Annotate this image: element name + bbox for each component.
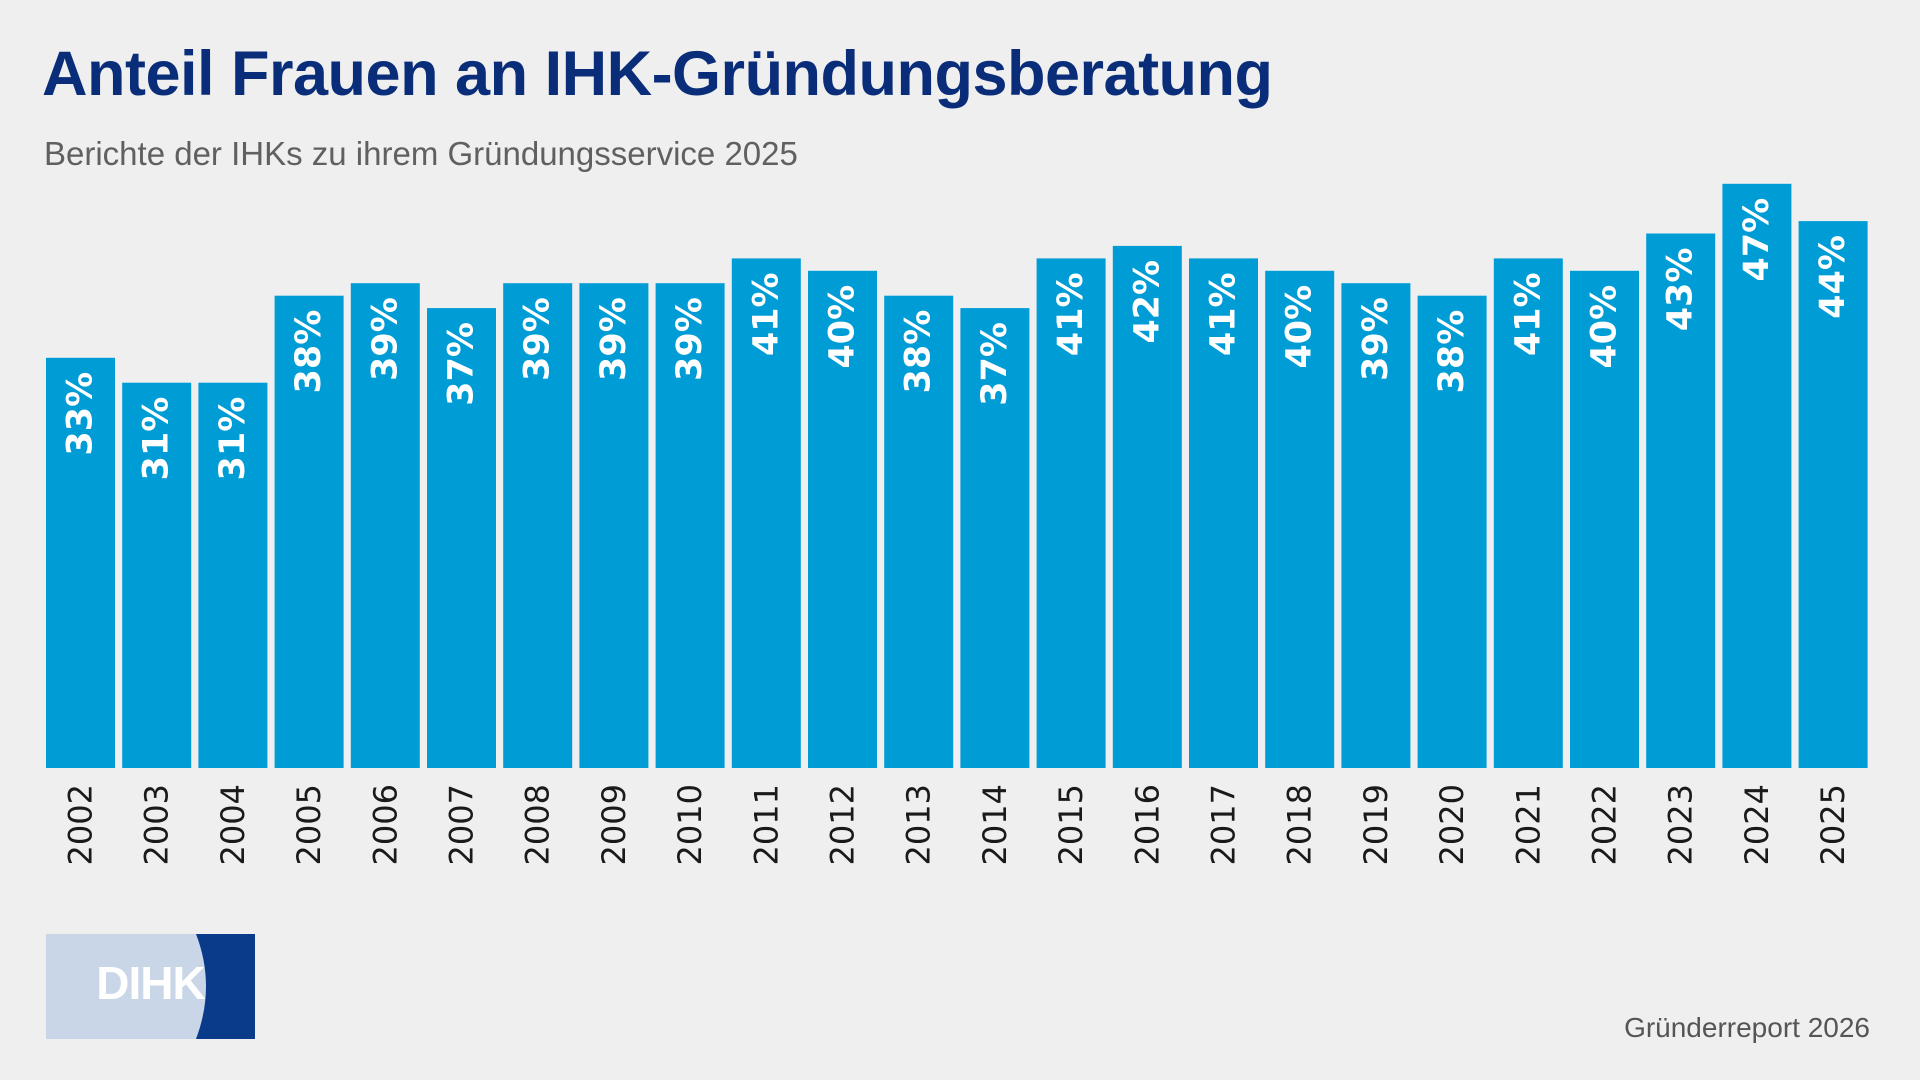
x-tick-label-2011: 2011 bbox=[747, 784, 785, 865]
bar-value-label-2002: 33% bbox=[61, 372, 101, 456]
x-tick-label-2015: 2015 bbox=[1052, 784, 1090, 865]
x-tick-label-2004: 2004 bbox=[214, 784, 252, 865]
x-tick-label-2016: 2016 bbox=[1128, 784, 1166, 865]
bar-2015 bbox=[1036, 258, 1106, 768]
bar-2004 bbox=[198, 382, 268, 768]
x-tick-label-2017: 2017 bbox=[1205, 784, 1243, 865]
bar-value-label-2015: 41% bbox=[1051, 272, 1091, 356]
bar-2006 bbox=[350, 283, 420, 768]
bar-value-label-2011: 41% bbox=[746, 272, 786, 356]
x-tick-label-2025: 2025 bbox=[1814, 784, 1852, 865]
x-tick-label-2021: 2021 bbox=[1509, 784, 1547, 865]
bar-value-label-2018: 40% bbox=[1280, 285, 1320, 369]
x-tick-label-2013: 2013 bbox=[900, 784, 938, 865]
x-tick-label-2023: 2023 bbox=[1662, 784, 1700, 865]
bar-value-label-2021: 41% bbox=[1508, 272, 1548, 356]
x-tick-label-2020: 2020 bbox=[1433, 784, 1471, 865]
x-tick-label-2018: 2018 bbox=[1281, 784, 1319, 865]
bar-2018 bbox=[1265, 270, 1335, 768]
bar-2021 bbox=[1493, 258, 1563, 768]
bar-value-label-2022: 40% bbox=[1585, 285, 1625, 369]
bar-value-label-2014: 37% bbox=[975, 322, 1015, 406]
bar-2024 bbox=[1722, 183, 1792, 769]
bar-value-label-2006: 39% bbox=[365, 297, 405, 381]
x-tick-label-2014: 2014 bbox=[976, 784, 1014, 865]
bar-2022 bbox=[1570, 270, 1639, 768]
x-axis-tick-labels: 2002 2003 2004 2005 2006 2007 2008 2009 2010 2011… bbox=[62, 784, 1853, 865]
x-tick-label-2022: 2022 bbox=[1586, 784, 1624, 865]
bar-2019 bbox=[1341, 283, 1411, 768]
source-note: Gründerreport 2026 bbox=[1624, 1012, 1870, 1043]
bar-2003 bbox=[122, 382, 192, 768]
bar-2008 bbox=[503, 283, 573, 768]
x-tick-label-2008: 2008 bbox=[519, 784, 557, 865]
bar-2016 bbox=[1112, 245, 1182, 768]
bar-2020 bbox=[1417, 295, 1487, 768]
bar-value-label-2024: 47% bbox=[1737, 198, 1777, 282]
chart-subtitle: Berichte der IHKs zu ihrem Gründungsserv… bbox=[44, 135, 798, 172]
bar-2017 bbox=[1189, 258, 1258, 768]
bar-value-label-2007: 37% bbox=[442, 322, 482, 406]
bar-value-label-2017: 41% bbox=[1204, 272, 1244, 356]
x-tick-label-2007: 2007 bbox=[443, 784, 481, 865]
dihk-logo-shape bbox=[46, 934, 255, 1039]
bar-value-label-2008: 39% bbox=[518, 297, 558, 381]
dihk-logo: DIHK bbox=[46, 934, 255, 1039]
x-tick-label-2012: 2012 bbox=[824, 784, 862, 865]
x-tick-label-2002: 2002 bbox=[62, 784, 100, 865]
chart-title: Anteil Frauen an IHK-Gründungsberatung bbox=[42, 39, 1273, 109]
x-tick-label-2005: 2005 bbox=[290, 784, 328, 865]
bar-2002 bbox=[46, 357, 115, 768]
bar-2005 bbox=[274, 295, 344, 768]
bar-value-label-2019: 39% bbox=[1356, 297, 1396, 381]
bar-value-label-2012: 40% bbox=[823, 285, 863, 369]
bar-value-label-2009: 39% bbox=[594, 297, 634, 381]
bar-value-label-2010: 39% bbox=[670, 297, 710, 381]
bar-value-label-2005: 38% bbox=[289, 310, 329, 394]
bar-value-label-2025: 44% bbox=[1813, 235, 1853, 319]
bar-value-label-2016: 42% bbox=[1127, 260, 1167, 344]
bar-2014 bbox=[960, 308, 1030, 768]
bar-2023 bbox=[1646, 233, 1716, 768]
x-tick-label-2024: 2024 bbox=[1738, 784, 1776, 865]
value-labels-group: 33% 31% 31% 38% 39% 37% 39% 39% 39% 41% 40% 38% 37% 4… bbox=[61, 198, 1854, 481]
logo-text: DIHK bbox=[96, 957, 205, 1009]
bar-value-label-2003: 31% bbox=[137, 397, 177, 481]
bar-2012 bbox=[808, 270, 877, 768]
bar-2010 bbox=[655, 283, 725, 768]
x-tick-label-2006: 2006 bbox=[366, 784, 404, 865]
bar-value-label-2023: 43% bbox=[1661, 248, 1701, 332]
bar-2013 bbox=[884, 295, 954, 768]
bar-value-label-2020: 38% bbox=[1432, 310, 1472, 394]
x-tick-label-2019: 2019 bbox=[1357, 784, 1395, 865]
bar-value-label-2013: 38% bbox=[899, 310, 939, 394]
bar-value-label-2004: 31% bbox=[213, 397, 253, 481]
x-tick-label-2003: 2003 bbox=[138, 784, 176, 865]
bar-2009 bbox=[579, 283, 649, 768]
bar-2025 bbox=[1798, 221, 1868, 769]
bars-group bbox=[46, 183, 1868, 769]
x-tick-label-2009: 2009 bbox=[595, 784, 633, 865]
bar-2007 bbox=[427, 308, 496, 768]
x-tick-label-2010: 2010 bbox=[671, 784, 709, 865]
bar-2011 bbox=[731, 258, 801, 768]
